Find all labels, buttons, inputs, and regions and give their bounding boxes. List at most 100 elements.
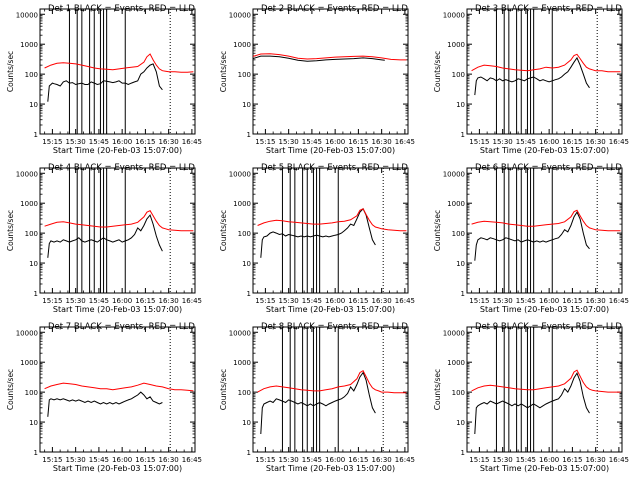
panel-8-ytick-label: 1000 [233, 359, 251, 367]
panel-4-xtick-label: 16:45 [182, 297, 202, 305]
panel-6-ytick-label: 10000 [443, 170, 465, 178]
panel-1-ylabel: Counts/sec [6, 51, 15, 92]
panel-8-xlabel: Start Time (20-Feb-03 15:07:00) [266, 464, 395, 473]
panel-5-ytick-label: 10000 [229, 170, 251, 178]
panel-4-series-events-line [47, 214, 163, 258]
panel-1-xtick-label: 16:45 [182, 138, 202, 146]
panel-3-frame [466, 8, 623, 135]
panel-3-xtick-label: 15:15 [469, 138, 489, 146]
panel-1-xtick-label: 15:45 [89, 138, 109, 146]
panel-5-series-events-line [260, 207, 376, 258]
panel-5-xtick-label: 15:30 [279, 297, 299, 305]
panel-3-xtick-label: 16:15 [562, 138, 582, 146]
panel-2-ytick-label: 1 [247, 131, 251, 139]
panel-2-series-events-line [252, 55, 385, 62]
panel-4-frame [39, 167, 196, 294]
panel-9-xtick-label: 16:15 [562, 456, 582, 464]
panel-3-ylabel: Counts/sec [433, 51, 442, 92]
panel-3-xtick-label: 15:30 [493, 138, 513, 146]
panel-7-ytick-label: 10000 [16, 329, 38, 337]
panel-6-ytick-label: 100 [452, 230, 465, 238]
panel-1-ytick-label: 10000 [16, 11, 38, 19]
panel-6-xlabel: Start Time (20-Feb-03 15:07:00) [480, 305, 609, 314]
panel-2-xlabel: Start Time (20-Feb-03 15:07:00) [266, 146, 395, 155]
panel-6-xtick-label: 16:30 [586, 297, 606, 305]
panel-4-xtick-label: 16:30 [159, 297, 179, 305]
panel-6-ytick-label: 10 [456, 260, 465, 268]
panel-8-xtick-label: 16:00 [325, 456, 345, 464]
panel-1-xtick-label: 16:30 [159, 138, 179, 146]
panel-2-ytick-label: 1000 [233, 41, 251, 49]
panel-2-xtick-label: 15:45 [302, 138, 322, 146]
panel-8-xtick-label: 15:15 [255, 456, 275, 464]
panel-1-series-events-line [47, 63, 163, 102]
panel-8-ytick-label: 10000 [229, 329, 251, 337]
panel-8-xtick-label: 16:30 [372, 456, 392, 464]
panel-7-xtick-label: 16:30 [159, 456, 179, 464]
panel-2-ylabel: Counts/sec [219, 51, 228, 92]
panel-5-xtick-label: 16:30 [372, 297, 392, 305]
panel-1-ytick-label: 1000 [20, 41, 38, 49]
panel-1-frame [39, 8, 196, 135]
panel-4-ylabel: Counts/sec [6, 210, 15, 251]
panel-7-series-lld-line [44, 382, 194, 392]
panel-9-xtick-label: 16:45 [609, 456, 629, 464]
panel-1-series-lld-line [44, 53, 194, 73]
panel-3-series-lld-line [471, 53, 621, 73]
panel-4-ytick-label: 10000 [16, 170, 38, 178]
panel-1-ytick-label: 10 [29, 101, 38, 109]
panel-9-xtick-label: 15:15 [469, 456, 489, 464]
panel-9-xtick-label: 16:00 [539, 456, 559, 464]
panel-5-series-lld-line [257, 208, 407, 232]
panel-4-ytick-label: 1000 [20, 200, 38, 208]
panel-6-xtick-label: 16:45 [609, 297, 629, 305]
panel-4-ytick-label: 10 [29, 260, 38, 268]
panel-1-xtick-label: 15:15 [42, 138, 62, 146]
panel-6-xtick-label: 16:15 [562, 297, 582, 305]
panel-5-ytick-label: 1000 [233, 200, 251, 208]
panel-3-ytick-label: 100 [452, 71, 465, 79]
panel-5-xtick-label: 15:45 [302, 297, 322, 305]
panel-6-series-events-line [474, 211, 590, 261]
panel-1-xtick-label: 16:00 [112, 138, 132, 146]
panel-3-xlabel: Start Time (20-Feb-03 15:07:00) [480, 146, 609, 155]
panel-7-frame [39, 326, 196, 453]
panel-8-ylabel: Counts/sec [219, 369, 228, 410]
panel-3-xtick-label: 16:00 [539, 138, 559, 146]
panel-2-series-lld-line [252, 53, 407, 61]
panel-3-xtick-label: 16:45 [609, 138, 629, 146]
panel-6-xtick-label: 15:45 [516, 297, 536, 305]
panel-3-ytick-label: 1 [461, 131, 465, 139]
panel-4-xtick-label: 16:00 [112, 297, 132, 305]
panel-7-ytick-label: 10 [29, 419, 38, 427]
panel-2-ytick-label: 10 [242, 101, 251, 109]
panel-7-xtick-label: 16:15 [135, 456, 155, 464]
panel-2-xtick-label: 15:15 [255, 138, 275, 146]
panel-9-ytick-label: 10 [456, 419, 465, 427]
panel-7-series-events-line [47, 391, 163, 417]
panel-4-ytick-label: 100 [25, 230, 38, 238]
panel-9-ytick-label: 10000 [443, 329, 465, 337]
panel-9-series-lld-line [471, 369, 621, 393]
panel-9-ytick-label: 1 [461, 449, 465, 457]
panel-5-ytick-label: 10 [242, 260, 251, 268]
panel-6-xtick-label: 16:00 [539, 297, 559, 305]
panel-5-ytick-label: 100 [238, 230, 251, 238]
panel-2-ytick-label: 100 [238, 71, 251, 79]
panel-4-xlabel: Start Time (20-Feb-03 15:07:00) [53, 305, 182, 314]
panel-5-xtick-label: 15:15 [255, 297, 275, 305]
panel-2-frame [252, 8, 409, 135]
panel-2-xtick-label: 15:30 [279, 138, 299, 146]
panel-6-ytick-label: 1000 [447, 200, 465, 208]
panel-2-xtick-label: 16:15 [348, 138, 368, 146]
panel-3-ytick-label: 1000 [447, 41, 465, 49]
panel-8-series-events-line [260, 371, 376, 435]
panel-6-xtick-label: 15:30 [493, 297, 513, 305]
panel-5-xtick-label: 16:15 [348, 297, 368, 305]
panel-7-xtick-label: 15:30 [66, 456, 86, 464]
panel-7-ylabel: Counts/sec [6, 369, 15, 410]
panel-9-xtick-label: 16:30 [586, 456, 606, 464]
panel-1-xlabel: Start Time (20-Feb-03 15:07:00) [53, 146, 182, 155]
panel-8-ytick-label: 10 [242, 419, 251, 427]
